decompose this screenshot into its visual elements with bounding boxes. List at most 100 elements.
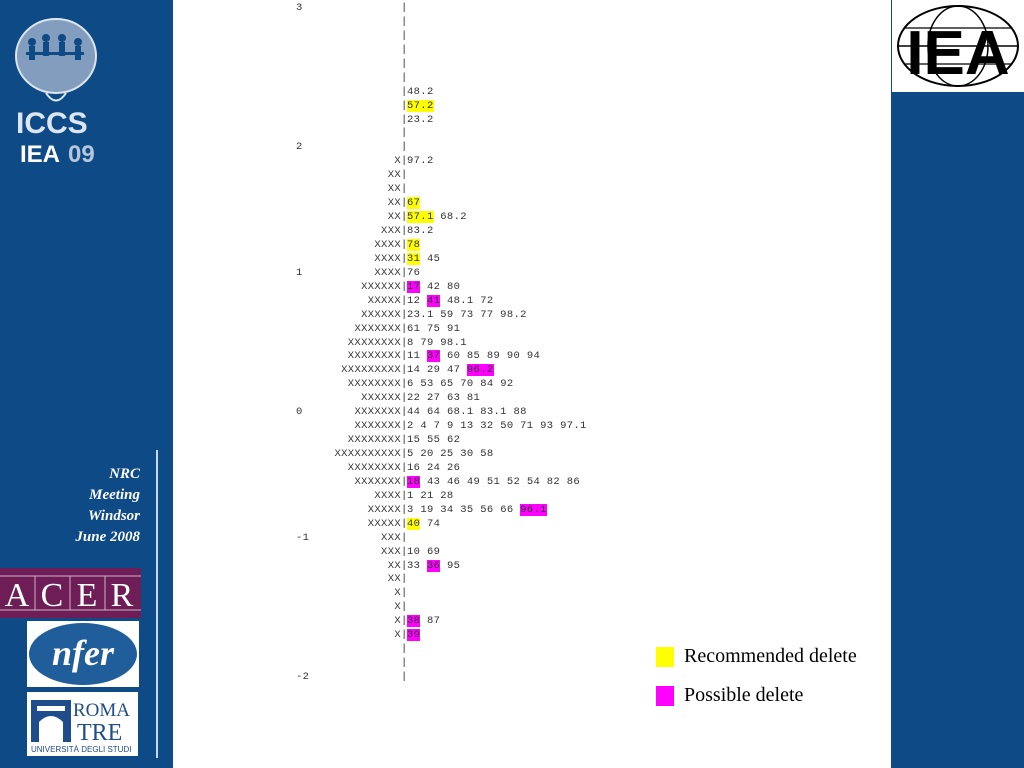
scale-axis: | (401, 211, 408, 224)
scale-axis: | (401, 294, 408, 307)
map-row: XXXXXXXX|15 55 62 (296, 434, 587, 448)
scale-axis: | (401, 475, 408, 488)
scale-axis: | (401, 169, 408, 182)
tre-text: TRE (77, 720, 122, 746)
scale-axis: | (401, 461, 408, 474)
map-row: | (296, 16, 587, 30)
person-distribution: XX (387, 183, 401, 196)
item-number: 48.1 (446, 294, 474, 307)
person-distribution: XXXXXX (361, 308, 401, 321)
item-number: 50 (500, 420, 514, 433)
scale-axis: | (401, 308, 408, 321)
map-row: XXXXXX|22 27 63 81 (296, 392, 587, 406)
iccs-year-text: 09 (68, 141, 95, 168)
item-number: 3 (407, 503, 414, 516)
scale-axis: | (401, 573, 408, 586)
acer-logo: A C E R (0, 568, 141, 618)
item-number: 94 (526, 350, 541, 363)
map-row: XXXXXX|17 42 80 (296, 280, 587, 295)
scale-axis: | (401, 657, 408, 670)
person-distribution: XXXX (374, 489, 401, 502)
scale-label: -2 (296, 671, 310, 683)
scale-axis: | (401, 155, 408, 168)
person-distribution: XX (387, 211, 401, 224)
scale-axis: | (401, 406, 408, 419)
scale-axis: | (401, 266, 408, 279)
nfer-logo-text: nfer (52, 633, 115, 673)
map-row: XXXXXXXX|6 53 65 70 84 92 (296, 378, 587, 392)
item-number: 47 (446, 364, 461, 377)
map-row: XXXXXX|23.1 59 73 77 98.2 (296, 309, 587, 323)
person-distribution: XXX (381, 545, 401, 558)
item-number: 92 (500, 378, 514, 391)
map-row: XX|33 36 95 (296, 559, 587, 574)
item-number: 6 (407, 378, 414, 391)
iccs-logo: ICCS IEA 09 (6, 8, 106, 168)
university-text: UNIVERSITÀ DEGLI STUDI (31, 745, 131, 754)
item-number: 39 (407, 629, 421, 642)
meeting-line: NRC (109, 466, 140, 482)
map-row: -1 XXX| (296, 532, 587, 546)
map-row: XXXXX|12 41 48.1 72 (296, 294, 587, 309)
scale-axis: | (401, 183, 408, 196)
item-number: 96.1 (520, 503, 547, 516)
meeting-line: June 2008 (75, 529, 140, 545)
item-number: 81 (466, 392, 481, 405)
person-distribution: X (394, 587, 401, 600)
item-number: 62 (446, 434, 461, 447)
item-number: 43 (426, 475, 441, 488)
map-row: XXXXXXXXXX|5 20 25 30 58 (296, 448, 587, 462)
person-distribution: XX (387, 559, 401, 572)
item-number: 30 (460, 448, 474, 460)
magenta-swatch (656, 685, 674, 706)
item-number: 27 (426, 392, 441, 405)
item-number: 28 (440, 489, 454, 502)
item-number: 5 (407, 448, 414, 460)
item-number: 23.2 (407, 113, 434, 126)
slide-content (173, 0, 891, 768)
item-number: 37 (426, 350, 441, 363)
person-distribution: XXX (381, 225, 401, 237)
map-row: X|38 87 (296, 615, 587, 629)
meeting-info: NRC Meeting Windsor June 2008 (20, 464, 140, 548)
person-distribution: XXXXXXX (354, 406, 401, 419)
scale-axis: | (401, 448, 408, 460)
item-number: 84 (480, 378, 494, 391)
scale-axis: | (401, 434, 408, 447)
item-number: 97.1 (560, 420, 587, 433)
scale-axis: | (401, 489, 408, 502)
item-number: 97.2 (407, 155, 434, 168)
map-row: XX|57.1 68.2 (296, 211, 587, 225)
person-distribution: XXXXXX (361, 280, 401, 293)
map-row: XXXX|31 45 (296, 252, 587, 267)
person-distribution: XXXXXXX (354, 322, 401, 335)
item-number: 21 (420, 489, 434, 502)
scale-axis: | (401, 197, 408, 210)
scale-axis: | (401, 671, 408, 683)
item-number: 90 (506, 350, 521, 363)
item-number: 32 (480, 420, 494, 433)
map-row: | (296, 643, 587, 657)
person-distribution: XXXXX (367, 503, 401, 516)
map-row: | (296, 127, 587, 141)
scale-label: 3 (296, 2, 303, 14)
acer-letter: A (5, 577, 30, 614)
item-number: 40 (407, 517, 421, 530)
scale-axis: | (401, 517, 408, 530)
item-number: 24 (426, 461, 441, 474)
item-number: 70 (460, 378, 474, 391)
scale-axis: | (401, 99, 408, 112)
map-row: 2 | (296, 141, 587, 155)
item-number: 98.1 (440, 336, 467, 349)
item-number: 93 (540, 420, 554, 433)
scale-axis: | (401, 127, 408, 140)
scale-axis: | (401, 113, 408, 126)
person-distribution: XX (387, 573, 401, 586)
item-number: 14 (407, 364, 421, 377)
map-row: | (296, 30, 587, 44)
roma-text: ROMA (73, 700, 130, 721)
item-number: 10 (407, 545, 421, 558)
map-row: XXXXXXX|18 43 46 49 51 52 54 82 86 (296, 475, 587, 490)
item-number: 63 (446, 392, 461, 405)
map-row: XXXXXXXXX|14 29 47 96.2 (296, 364, 587, 378)
